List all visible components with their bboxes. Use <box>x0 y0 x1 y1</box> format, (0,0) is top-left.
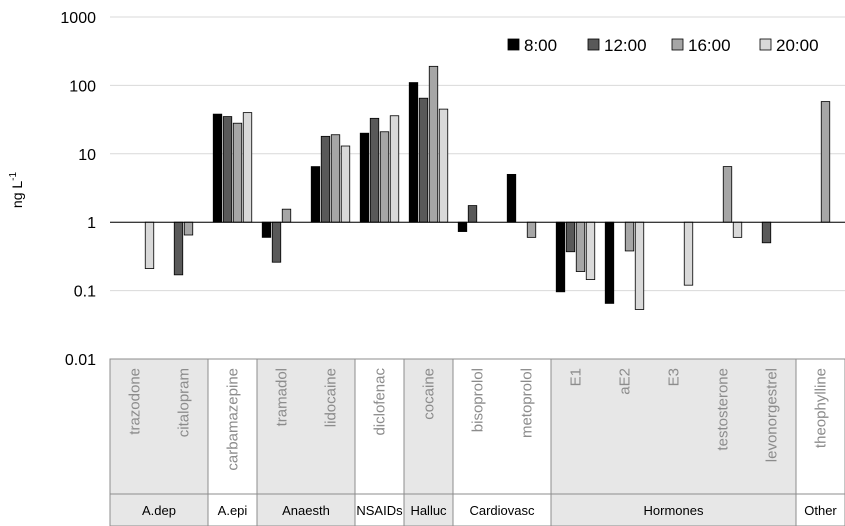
y-tick-label: 0.01 <box>65 352 96 369</box>
x-tick-label: levonorgestrel <box>764 368 781 462</box>
x-tick-label: bisoprolol <box>470 368 487 432</box>
bar-cocaine-20:00 <box>438 108 449 223</box>
bar-cocaine-12:00 <box>418 97 429 223</box>
legend-label: 12:00 <box>604 36 647 55</box>
bar-aE2-8:00 <box>604 221 615 304</box>
bar-lidocaine-16:00 <box>330 134 341 223</box>
y-axis-ticks: 1000 100 10 1 0.1 0.01 <box>60 10 96 369</box>
bar-diclofenac-16:00 <box>379 131 390 223</box>
bar-E3-20:00 <box>683 221 694 286</box>
bar-bisoprolol-12:00 <box>467 205 478 223</box>
x-tick-label: citalopram <box>176 368 193 437</box>
bar-testosterone-16:00 <box>722 166 733 223</box>
legend-swatch <box>759 38 772 51</box>
bar-cocaine-16:00 <box>428 65 439 223</box>
y-axis-label: ng L-1 <box>8 171 25 208</box>
bar-carbamazepine-8:00 <box>212 113 223 223</box>
bar-levonorgestrel-12:00 <box>761 221 772 244</box>
group-label: Anaesth <box>282 503 330 518</box>
group-label: A.dep <box>142 503 176 518</box>
legend-swatch <box>671 38 684 51</box>
x-tick-label: tramadol <box>274 368 291 426</box>
bar-aE2-20:00 <box>634 221 645 310</box>
category-panel: A.dep trazodone citalopram A.epi carbamazepi… <box>109 358 845 526</box>
bar-E1-8:00 <box>555 221 566 293</box>
bar-tramadol-8:00 <box>261 221 272 238</box>
bar-diclofenac-12:00 <box>369 117 380 223</box>
legend-swatch <box>507 38 520 51</box>
x-tick-label: cocaine <box>421 368 438 420</box>
bar-theophylline-16:00 <box>820 101 831 223</box>
group-label: Hormones <box>644 503 704 518</box>
group-box <box>256 358 356 526</box>
bar-E1-20:00 <box>585 221 596 280</box>
bar-diclofenac-20:00 <box>389 115 400 223</box>
group-box <box>795 358 845 526</box>
group-label: NSAIDs <box>356 503 403 518</box>
group-label: Other <box>804 503 837 518</box>
bar-E1-16:00 <box>575 221 586 272</box>
bar-diclofenac-8:00 <box>359 132 370 223</box>
bar-carbamazepine-20:00 <box>242 112 253 223</box>
bar-trazodone-20:00 <box>144 221 155 269</box>
bar-metoprolol-16:00 <box>526 221 537 238</box>
y-tick-label: 100 <box>69 78 96 95</box>
x-tick-label: theophylline <box>813 368 830 448</box>
bar-citalopram-16:00 <box>183 221 194 236</box>
bars <box>144 65 831 310</box>
group-label: Halluc <box>410 503 447 518</box>
y-tick-label: 1 <box>87 215 96 232</box>
bar-lidocaine-20:00 <box>340 145 351 223</box>
x-tick-label: metoprolol <box>519 368 536 438</box>
group-box <box>403 358 454 526</box>
bar-bisoprolol-8:00 <box>457 221 468 232</box>
y-tick-label: 0.1 <box>74 284 96 301</box>
bar-carbamazepine-16:00 <box>232 122 243 223</box>
x-tick-label: diclofenac <box>372 368 389 436</box>
x-tick-label: aE2 <box>617 368 634 395</box>
bar-carbamazepine-12:00 <box>222 116 233 223</box>
legend-label: 20:00 <box>776 36 819 55</box>
group-label: A.epi <box>218 503 248 518</box>
x-tick-label: E3 <box>666 368 683 386</box>
bar-E1-12:00 <box>565 221 576 253</box>
x-tick-label: carbamazepine <box>225 368 242 471</box>
bar-aE2-16:00 <box>624 221 635 252</box>
x-tick-label: testosterone <box>715 368 732 451</box>
y-tick-label: 1000 <box>60 10 96 27</box>
bar-testosterone-20:00 <box>732 221 743 238</box>
legend-label: 16:00 <box>688 36 731 55</box>
group-box <box>550 358 797 526</box>
bar-lidocaine-8:00 <box>310 166 321 223</box>
x-tick-label: trazodone <box>127 368 144 435</box>
bar-cocaine-8:00 <box>408 82 419 223</box>
legend: 8:00 12:00 16:00 20:00 <box>507 36 819 55</box>
bar-tramadol-16:00 <box>281 208 292 223</box>
group-box <box>109 358 209 526</box>
legend-swatch <box>587 38 600 51</box>
x-tick-label: lidocaine <box>323 368 340 427</box>
legend-label: 8:00 <box>524 36 557 55</box>
group-box <box>452 358 552 526</box>
group-label: Cardiovasc <box>469 503 535 518</box>
bar-lidocaine-12:00 <box>320 135 331 223</box>
bar-citalopram-12:00 <box>173 221 184 276</box>
x-tick-label: E1 <box>568 368 585 386</box>
bar-metoprolol-8:00 <box>506 173 517 223</box>
y-tick-label: 10 <box>78 147 96 164</box>
group-box <box>207 358 258 526</box>
bar-tramadol-12:00 <box>271 221 282 263</box>
